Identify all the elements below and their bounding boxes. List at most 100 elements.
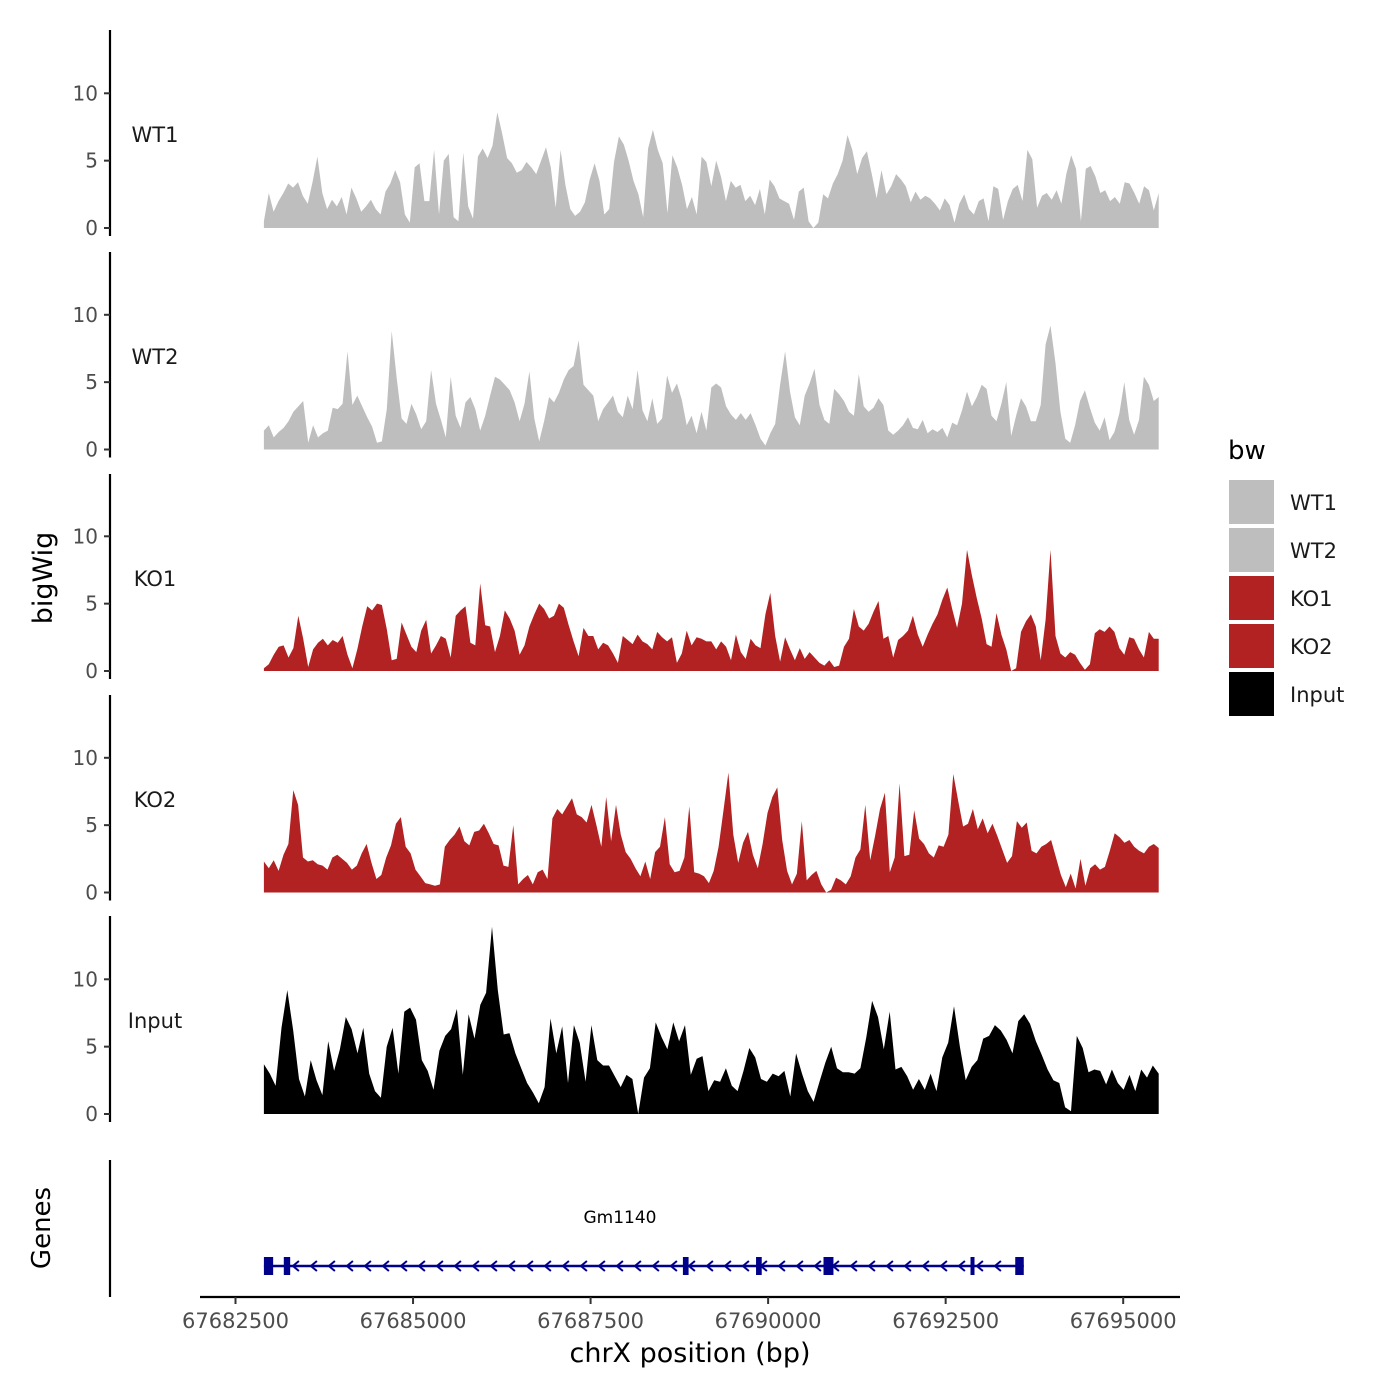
strand-arrow [921, 1260, 930, 1272]
legend-key-ko1 [1229, 576, 1274, 620]
exon-block [283, 1257, 291, 1275]
strand-arrow [579, 1260, 588, 1272]
legend-key-wt1 [1229, 480, 1274, 524]
exon-block [263, 1257, 274, 1275]
legend-label-wt2: WT2 [1290, 539, 1337, 563]
coverage-area-ko2 [263, 772, 1159, 893]
exon-block [756, 1257, 762, 1275]
strand-arrow [345, 1260, 354, 1272]
x-tick-label: 67687500 [537, 1309, 644, 1333]
coverage-area-ko1 [263, 549, 1159, 671]
y-axis-title: bigWig [28, 532, 59, 625]
panel-label: Input [128, 1009, 182, 1033]
coverage-area-wt2 [263, 325, 1159, 450]
strand-arrow [543, 1260, 552, 1272]
y-tick-label: 10 [73, 81, 98, 105]
strand-arrow [669, 1260, 678, 1272]
strand-arrow [741, 1260, 750, 1272]
strand-arrow [903, 1260, 912, 1272]
y-tick-label: 5 [85, 370, 98, 394]
strand-arrow [399, 1260, 408, 1272]
legend-key-ko2 [1229, 624, 1274, 668]
strand-arrow [471, 1260, 480, 1272]
strand-arrow [813, 1260, 822, 1272]
legend-title: bw [1228, 436, 1266, 466]
y-tick-label: 5 [85, 1035, 98, 1059]
y-tick-label: 5 [85, 149, 98, 173]
legend-label-ko2: KO2 [1290, 635, 1333, 659]
strand-arrow [597, 1260, 606, 1272]
y-tick-label: 0 [85, 216, 98, 240]
x-tick-label: 67695000 [1070, 1309, 1177, 1333]
strand-arrow [381, 1260, 390, 1272]
y-tick-label: 0 [85, 659, 98, 683]
exon-block [1015, 1257, 1024, 1275]
legend-key-wt2 [1229, 528, 1274, 572]
y-tick-label: 10 [73, 967, 98, 991]
strand-arrow [309, 1260, 318, 1272]
strand-arrow [777, 1260, 786, 1272]
gene-track-panel: Gm1140 Genes [27, 1160, 1024, 1297]
strand-arrow [885, 1260, 894, 1272]
y-tick-label: 5 [85, 813, 98, 837]
strand-arrow [993, 1260, 1002, 1272]
legend-label-ko1: KO1 [1290, 587, 1333, 611]
exon-block [970, 1257, 975, 1275]
strand-arrow [327, 1260, 336, 1272]
strand-arrow [489, 1260, 498, 1272]
panel-input: 0 5 10 Input [73, 916, 1159, 1126]
strand-arrow [849, 1260, 858, 1272]
strand-arrow [615, 1260, 624, 1272]
panel-wt2: 0 5 10 WT2 [73, 252, 1159, 462]
exon-block [682, 1257, 689, 1275]
strand-arrow [975, 1260, 984, 1272]
coverage-area-input [263, 926, 1159, 1114]
x-axis-ticks: 67682500 67685000 67687500 67690000 67692500… [182, 1297, 1177, 1333]
panel-label: KO1 [134, 567, 177, 591]
strand-arrow [363, 1260, 372, 1272]
y-tick-label: 0 [85, 1102, 98, 1126]
panel-label: KO2 [134, 788, 177, 812]
strand-arrow [939, 1260, 948, 1272]
panel-ko2: 0 5 10 KO2 [73, 695, 1159, 905]
y-tick-label: 5 [85, 592, 98, 616]
strand-arrow [687, 1260, 696, 1272]
strand-arrow [507, 1260, 516, 1272]
strand-arrow [957, 1260, 966, 1272]
gene-model [263, 1257, 1024, 1275]
x-tick-label: 67682500 [182, 1309, 289, 1333]
legend-label-input: Input [1290, 683, 1344, 707]
y-tick-label: 10 [73, 524, 98, 548]
y-tick-label: 0 [85, 881, 98, 905]
y-tick-label: 10 [73, 303, 98, 327]
panel-ko1: 0 5 10 KO1 [73, 474, 1159, 683]
coverage-area-wt1 [263, 112, 1159, 228]
panel-label: WT2 [132, 345, 179, 369]
strand-arrow [705, 1260, 714, 1272]
gene-track-y-axis-title: Genes [27, 1187, 57, 1269]
panel-wt1: 0 5 10 WT1 [73, 30, 1159, 240]
legend-key-input [1229, 672, 1274, 716]
strand-arrow [651, 1260, 660, 1272]
exon-block [823, 1257, 834, 1275]
legend-label-wt1: WT1 [1290, 491, 1337, 515]
strand-arrow [867, 1260, 876, 1272]
x-tick-label: 67692500 [892, 1309, 999, 1333]
y-tick-label: 0 [85, 438, 98, 462]
coverage-panels: 0 5 10 WT1 0 5 10 WT2 0 5 10 KO1 0 5 10 KO2 0 5 10 Input [73, 30, 1159, 1126]
x-tick-label: 67690000 [715, 1309, 822, 1333]
x-axis: 67682500 67685000 67687500 67690000 67692500… [182, 1295, 1180, 1369]
x-axis-title: chrX position (bp) [569, 1338, 810, 1369]
x-tick-label: 67685000 [360, 1309, 467, 1333]
gene-name-label: Gm1140 [584, 1208, 657, 1228]
strand-arrow [453, 1260, 462, 1272]
y-tick-label: 10 [73, 746, 98, 770]
panel-label: WT1 [132, 123, 179, 147]
strand-arrow [723, 1260, 732, 1272]
strand-arrow [795, 1260, 804, 1272]
strand-arrow [525, 1260, 534, 1272]
strand-arrow [291, 1260, 300, 1272]
strand-arrow [561, 1260, 570, 1272]
strand-arrow [633, 1260, 642, 1272]
